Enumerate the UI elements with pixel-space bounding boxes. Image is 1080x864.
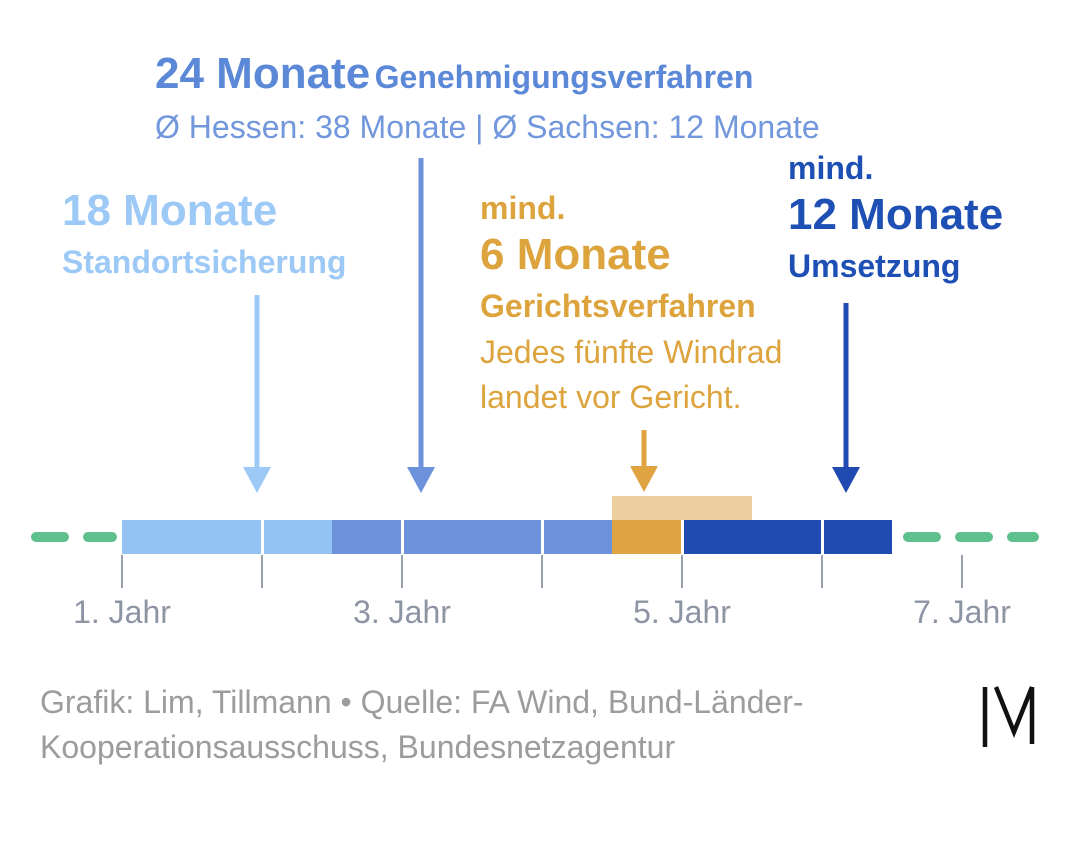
genehmigung-title-line: 24 Monate Genehmigungsverfahren	[155, 48, 820, 100]
axis-tick	[400, 555, 404, 588]
year-separator-line	[820, 520, 824, 554]
gerichtsverfahren-min-extension-block	[612, 496, 752, 522]
credit-line-2: Kooperationsausschuss, Bundesnetzagentur	[40, 729, 676, 765]
standortsicherung-months: 18 Monate	[62, 186, 278, 235]
arrow-head	[407, 467, 435, 493]
arrow-shaft	[641, 430, 647, 470]
genehmigung-subtitle: Ø Hessen: 38 Monate | Ø Sachsen: 12 Mona…	[155, 109, 820, 145]
umsetzung-mind: mind.	[788, 150, 874, 186]
axis-tick-label: 7. Jahr	[913, 594, 1011, 630]
down-arrow-genehmigungsverfahren-icon	[407, 158, 435, 493]
down-arrow-umsetzung-icon	[832, 303, 860, 493]
footer-credits: Grafik: Lim, Tillmann • Quelle: FA Wind,…	[40, 680, 804, 770]
gericht-mind: mind.	[480, 190, 566, 226]
genehmigung-months: 24 Monate	[155, 49, 371, 98]
standortsicherung-label: Standortsicherung	[62, 244, 347, 280]
annotation-genehmigungsverfahren: 24 Monate Genehmigungsverfahren Ø Hessen…	[155, 48, 820, 150]
axis-tick	[820, 555, 824, 588]
arrow-shaft	[418, 158, 424, 471]
gericht-months: 6 Monate	[480, 230, 671, 279]
annotation-gerichtsverfahren: mind. 6 Monate Gerichtsverfahren Jedes f…	[480, 188, 782, 420]
axis-tick	[680, 555, 684, 588]
gericht-note-line2: landet vor Gericht.	[480, 379, 742, 415]
down-arrow-standortsicherung-icon	[243, 295, 271, 493]
axis-tick-label: 1. Jahr	[73, 594, 171, 630]
axis-tick-label: 5. Jahr	[633, 594, 731, 630]
annotation-standortsicherung: 18 Monate Standortsicherung	[62, 184, 346, 286]
axis-tick	[960, 555, 964, 588]
arrow-shaft	[254, 295, 260, 471]
m-logo-icon	[982, 686, 1035, 747]
gericht-label: Gerichtsverfahren	[480, 288, 756, 324]
umsetzung-label: Umsetzung	[788, 248, 961, 284]
credit-line-1: Grafik: Lim, Tillmann • Quelle: FA Wind,…	[40, 684, 804, 720]
segment-gerichtsverfahren	[612, 520, 682, 554]
year-separator-line	[680, 520, 684, 554]
arrow-head	[832, 467, 860, 493]
gericht-note-line1: Jedes fünfte Windrad	[480, 334, 783, 370]
axis-tick	[120, 555, 124, 588]
down-arrow-gerichtsverfahren-icon	[630, 430, 658, 492]
year-separator-line	[540, 520, 544, 554]
umsetzung-months: 12 Monate	[788, 190, 1004, 239]
genehmigung-label: Genehmigungsverfahren	[374, 59, 754, 95]
year-separator-line	[400, 520, 404, 554]
segment-umsetzung	[682, 520, 892, 554]
segment-genehmigungsverfahren	[332, 520, 612, 554]
segment-standortsicherung	[122, 520, 332, 554]
arrow-head	[630, 466, 658, 492]
annotation-umsetzung: mind. 12 Monate Umsetzung	[788, 148, 1003, 290]
arrow-shaft	[843, 303, 849, 471]
arrow-head	[243, 467, 271, 493]
axis-tick	[540, 555, 544, 588]
axis-tick	[260, 555, 264, 588]
year-separator-line	[260, 520, 264, 554]
axis-tick-label: 3. Jahr	[353, 594, 451, 630]
